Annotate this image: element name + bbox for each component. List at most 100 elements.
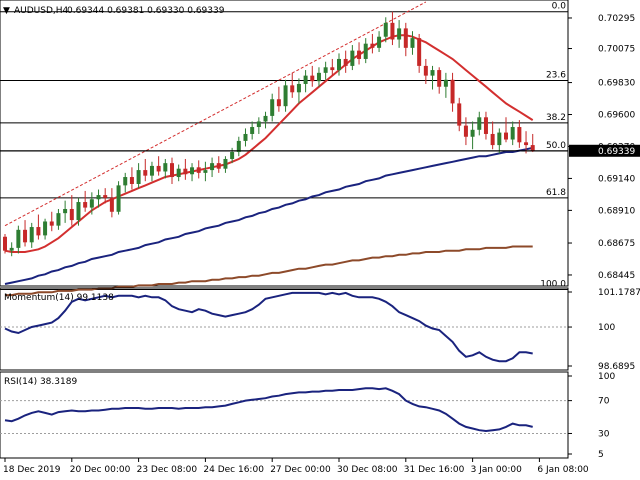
rsi-line [4, 387, 533, 433]
candle-body [63, 208, 68, 214]
candle [263, 111, 268, 129]
candle [9, 242, 14, 257]
candle [457, 97, 462, 132]
candle-body [223, 158, 228, 169]
sma-slow-line [5, 245, 533, 297]
candle [203, 161, 208, 182]
candle [123, 172, 128, 193]
candle-body [270, 99, 275, 116]
candle [103, 188, 108, 204]
collapse-arrow-icon[interactable]: ▼ [3, 6, 10, 16]
price-tick-label: 0.68445 [598, 271, 635, 281]
candle [370, 33, 375, 54]
fibo-level-label: 38.2 [546, 113, 566, 123]
fibo-level-label: 0.0 [552, 2, 567, 12]
candle-body [383, 22, 388, 37]
time-tick-label: 23 Dec 08:00 [137, 465, 198, 475]
candle-body [363, 43, 368, 59]
candle-body [350, 50, 355, 66]
momentum-title: Momentum(14) 99.1138 [4, 293, 114, 303]
candle-body [403, 28, 408, 48]
time-tick-label: 3 Jan 00:00 [471, 465, 523, 475]
rsi-axis: 100 70 30 5 [568, 372, 615, 460]
candle [149, 161, 154, 182]
candle [423, 58, 428, 84]
candle [216, 156, 221, 173]
candle [357, 42, 362, 65]
candle-body [36, 227, 41, 236]
candle-body [230, 152, 235, 159]
candle-body [343, 58, 348, 66]
trend-line[interactable] [4, 1, 427, 227]
candle-body [9, 247, 14, 251]
candle [69, 195, 74, 226]
candle-body [330, 67, 335, 71]
candle-body [450, 79, 455, 104]
candle [270, 93, 275, 122]
price-tick-label: 0.69830 [598, 79, 635, 89]
price-tick-label: 0.69600 [598, 111, 635, 121]
momentum-tick-label: 98.6895 [598, 362, 635, 372]
candle [83, 190, 88, 212]
momentum-axis: 101.1787 100 98.6895 [568, 288, 640, 372]
candle-body [250, 127, 255, 134]
rsi-panel[interactable]: RSI(14) 38.3189 [0, 371, 569, 459]
candle [223, 156, 228, 173]
momentum-panel-frame [0, 287, 569, 371]
candle [477, 111, 482, 136]
price-tick-label: 0.70075 [598, 45, 635, 55]
candle [397, 20, 402, 48]
candle [310, 65, 315, 87]
candlestick-series [3, 11, 535, 257]
candle-body [283, 85, 288, 107]
candle [43, 218, 48, 240]
rsi-levels [0, 400, 568, 434]
candle-body [210, 163, 215, 171]
candle-body [290, 85, 295, 93]
time-tick-label: 20 Dec 00:00 [70, 465, 131, 475]
candle-body [316, 72, 321, 82]
ohlc-label: 0.69344 0.69381 0.69330 0.69339 [67, 6, 225, 16]
fibo-level-label: 100.0 [540, 280, 566, 290]
candle-body [490, 133, 495, 146]
candle-body [477, 117, 482, 130]
candle-body [390, 22, 395, 40]
time-tick-label: 24 Dec 16:00 [203, 465, 264, 475]
fibo-level-label: 61.8 [546, 188, 566, 198]
sma-fast-line [4, 34, 534, 253]
candle [210, 157, 215, 178]
candle [49, 211, 54, 232]
candle [303, 70, 308, 93]
candle [163, 158, 168, 179]
candle-body [417, 38, 422, 66]
candle [156, 156, 161, 176]
candle-body [203, 170, 208, 173]
candle [530, 133, 535, 153]
momentum-tick-label: 100 [598, 323, 615, 333]
momentum-panel[interactable]: Momentum(14) 99.1138 [0, 287, 569, 371]
candle-body [323, 67, 328, 73]
candle-body [430, 70, 435, 76]
candle-body [23, 229, 28, 243]
candle-body [109, 197, 114, 212]
candle-body [3, 236, 7, 251]
candle-body [510, 127, 515, 140]
candle-body [89, 199, 94, 208]
candle [463, 117, 468, 146]
candle [190, 163, 195, 182]
price-panel[interactable]: 0.0 23.6 38.2 50.0 61.8 100.0 AUDUSD,H4 ▼ 0.6… [0, 0, 569, 297]
candle [196, 160, 201, 179]
candle-body [116, 185, 121, 212]
candle [56, 208, 61, 230]
candle [63, 200, 68, 223]
candle [16, 225, 21, 254]
rsi-title: RSI(14) 38.3189 [4, 377, 77, 387]
time-tick-label: 30 Dec 08:00 [337, 465, 398, 475]
candle-body [76, 202, 81, 221]
candle-body [243, 133, 248, 141]
candle [170, 157, 174, 184]
candle-body [303, 75, 308, 84]
candle-body [377, 36, 382, 48]
